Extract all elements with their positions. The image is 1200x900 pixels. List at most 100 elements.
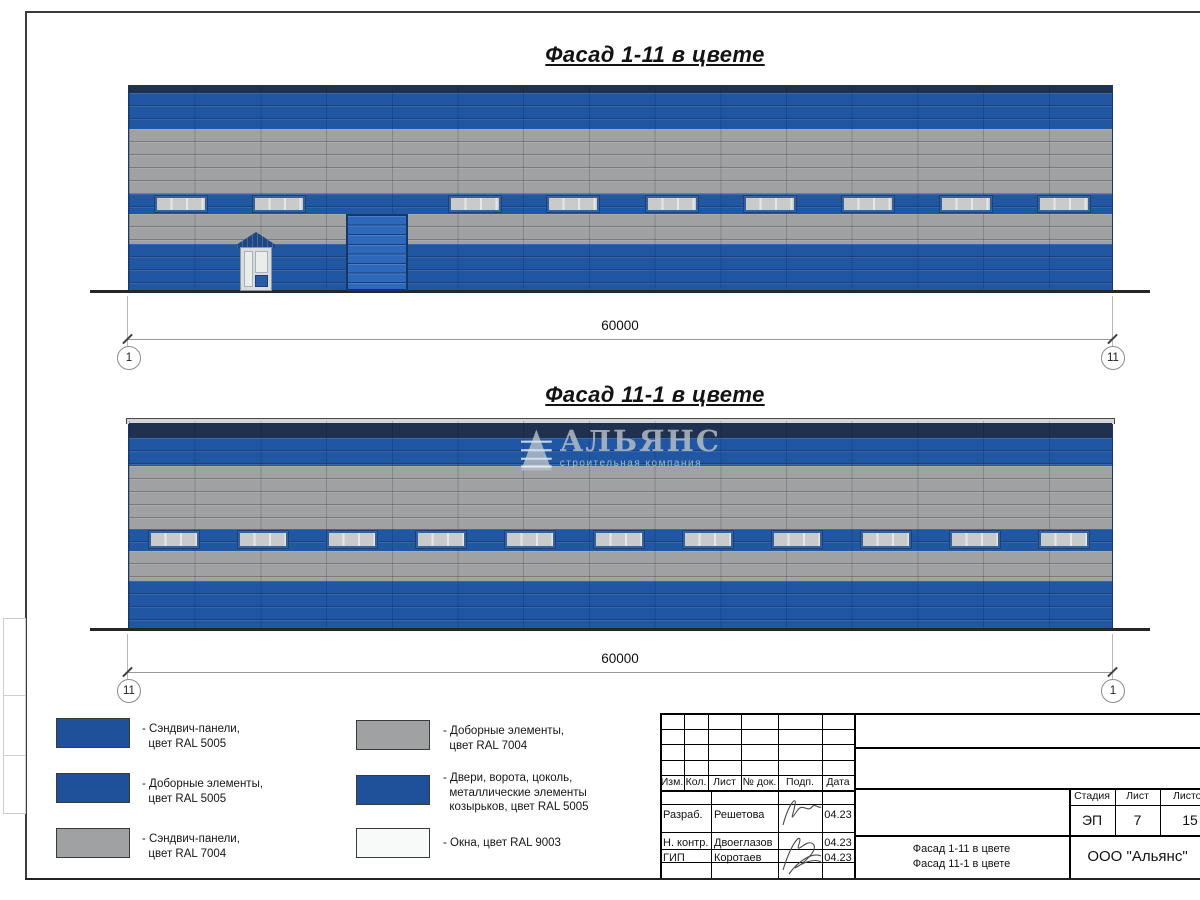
panel-band-blue (129, 438, 1112, 466)
stage-value: ЭП (1081, 812, 1103, 828)
sheet-label: Лист (1126, 790, 1149, 802)
facade-2-title: Фасад 11-1 в цвете (545, 382, 765, 407)
stamp-name: Решетова (714, 809, 765, 821)
sheets-value: 15 (1182, 812, 1198, 828)
axis-marker: 11 (117, 679, 141, 703)
stamp-line (660, 849, 854, 850)
dimension-line-2 (128, 672, 1113, 673)
panel-band-blue (129, 581, 1112, 630)
panel-band-blue (129, 244, 1112, 291)
alyans-logo-icon (521, 429, 552, 471)
door-frame (240, 247, 272, 291)
watermark-name: АЛЬЯНС (559, 424, 721, 458)
window (594, 531, 644, 548)
stamp-col-podp: Подп. (786, 776, 814, 788)
window (645, 196, 698, 212)
stamp-line (822, 713, 823, 878)
stamp-col-izm: Изм. (660, 776, 684, 788)
stamp-line (1115, 788, 1116, 835)
legend-swatch (56, 773, 130, 803)
stamp-line (708, 713, 709, 790)
door-lower-panel (255, 274, 268, 287)
parapet-cap (126, 418, 1115, 424)
extension-line (1112, 296, 1113, 366)
stage-label: Стадия (1074, 790, 1110, 802)
stamp-line (1069, 805, 1200, 806)
stamp-date: 04.23 (824, 837, 852, 849)
window (155, 196, 207, 212)
window (743, 196, 796, 212)
stamp-line (778, 713, 779, 878)
stamp-line (660, 729, 854, 730)
legend-label: - Сэндвич-панели, цвет RAL 5005 (142, 723, 240, 750)
panel-band-navy (129, 423, 1112, 438)
stamp-line (684, 713, 685, 790)
stamp-company: ООО "Альянс" (1087, 848, 1188, 865)
stamp-line (1069, 788, 1071, 878)
stamp-line (660, 790, 854, 792)
legend-swatch (56, 828, 130, 858)
facade-1-11-drawing (128, 85, 1113, 291)
sheet-frame-bottom (25, 878, 1200, 880)
stamp-line (660, 713, 662, 878)
legend-label: - Доборные элементы, цвет RAL 5005 (142, 778, 264, 805)
panel-band-gray (129, 551, 1112, 581)
stamp-col-kol: Кол. (685, 776, 707, 788)
legend-label: - Сэндвич-панели, цвет RAL 7004 (142, 833, 240, 860)
stamp-line (660, 744, 854, 745)
panel-band-gray (129, 466, 1112, 529)
stamp-role: ГИП (663, 852, 685, 864)
stamp-line (660, 804, 854, 805)
panel-band-blue (129, 93, 1112, 129)
sectional-gate (346, 214, 408, 291)
stamp-line (660, 760, 854, 761)
window (1037, 196, 1090, 212)
stamp-col-list: Лист (713, 776, 736, 788)
extension-line (1112, 634, 1113, 700)
stamp-name: Коротаев (714, 852, 762, 864)
stamp-date: 04.23 (824, 809, 852, 821)
window (950, 531, 1000, 548)
stamp-role: Н. контр. (663, 837, 709, 849)
stamp-line (1160, 788, 1161, 835)
axis-marker: 1 (117, 346, 141, 370)
axis-marker: 11 (1101, 346, 1125, 370)
legend-label: - Доборные элементы, цвет RAL 7004 (443, 725, 565, 752)
side-stamp-cell (3, 755, 26, 814)
window (505, 531, 555, 548)
entry-door (237, 232, 275, 291)
stamp-col-data: Дата (826, 776, 850, 788)
signature-gip (782, 837, 824, 875)
axis-marker: 1 (1101, 679, 1125, 703)
stamp-line (711, 790, 712, 878)
window (683, 531, 733, 548)
stamp-doc-title-line2: Фасад 11-1 в цвете (912, 857, 1011, 870)
legend-swatch (56, 718, 130, 748)
dimension-line-1 (128, 339, 1113, 340)
window (1039, 531, 1089, 548)
stamp-line (660, 775, 854, 776)
extension-line (127, 296, 128, 366)
stamp-line (854, 747, 1200, 749)
panel-band-top-edge (129, 86, 1112, 93)
panel-band-gray (129, 214, 1112, 244)
ground-line-1 (90, 290, 1150, 293)
stamp-col-ndok: № док. (742, 776, 777, 788)
door-canopy (237, 232, 275, 248)
door-glass (244, 251, 253, 287)
window (841, 196, 894, 212)
side-stamp-cell (3, 695, 26, 757)
stamp-line (854, 835, 1200, 837)
ground-line-2 (90, 628, 1150, 631)
window (449, 196, 502, 212)
stamp-line (854, 788, 1200, 790)
window (238, 531, 288, 548)
stamp-line (660, 713, 1200, 715)
sheets-label: Листов (1172, 790, 1200, 802)
window (547, 196, 600, 212)
door-glass (255, 251, 268, 274)
dimension-label-2: 60000 (601, 651, 639, 666)
stamp-line (854, 713, 856, 878)
watermark-subtitle: строительная компания (559, 458, 702, 469)
